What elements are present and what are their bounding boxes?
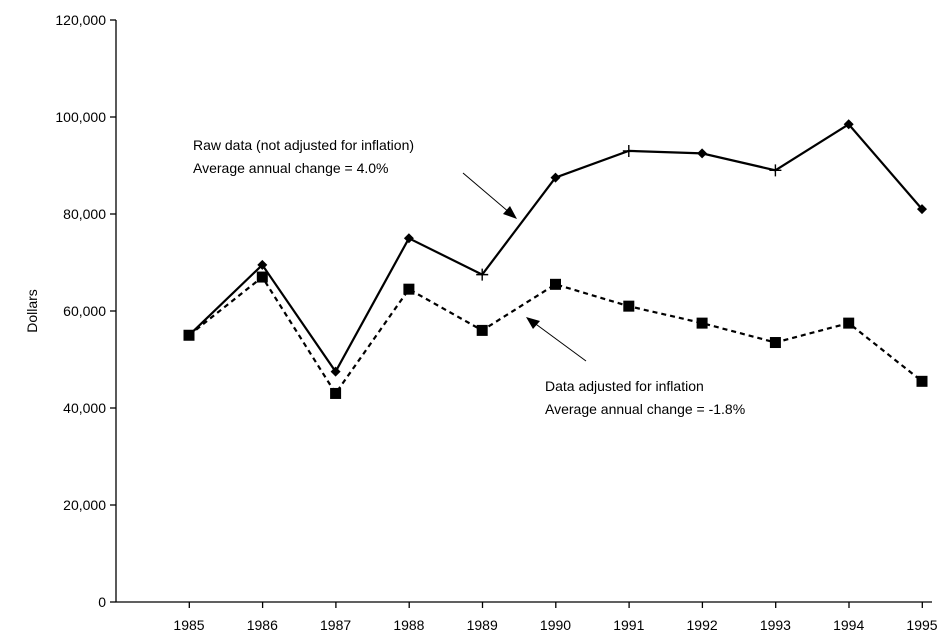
axes: 020,00040,00060,00080,000100,000120,000 … <box>24 12 938 633</box>
raw-data-annotation-line-1: Raw data (not adjusted for inflation) <box>193 137 414 153</box>
y-tick-label: 20,000 <box>63 497 106 513</box>
x-tick-label: 1993 <box>760 617 791 633</box>
x-ticks: 1985 1986 1987 1988 1989 1990 1991 1992 1993 1994… <box>173 602 938 633</box>
y-axis-label: Dollars <box>24 289 40 333</box>
y-tick-label: 120,000 <box>55 12 106 28</box>
data-point-square <box>769 337 781 349</box>
series-1-line <box>188 275 923 396</box>
x-tick-label: 1989 <box>467 617 498 633</box>
adjusted-data-annotation-arrow <box>532 321 587 362</box>
adjusted-data-annotation-line-2: Average annual change = -1.8% <box>545 401 745 417</box>
adjusted-data-annotation-line-1: Data adjusted for inflation <box>545 378 704 394</box>
data-point-diamond <box>403 233 414 244</box>
data-point-square <box>330 387 342 399</box>
data-point-square <box>256 271 268 283</box>
data-point-diamond <box>917 204 927 215</box>
data-point-diamond <box>697 148 708 159</box>
x-tick-label: 1985 <box>173 617 204 633</box>
x-tick-label: 1986 <box>247 617 278 633</box>
y-tick-label: 0 <box>98 594 106 610</box>
x-tick-label: 1995 <box>906 617 937 633</box>
y-tick-label: 60,000 <box>63 303 106 319</box>
x-tick-label: 1988 <box>393 617 424 633</box>
adjusted-data-annotation-arrowhead <box>526 317 540 329</box>
y-tick-label: 80,000 <box>63 206 106 222</box>
series-layer <box>183 119 928 399</box>
raw-data-annotation-arrowhead <box>503 206 517 219</box>
data-point-plus <box>476 268 489 281</box>
series-1 <box>183 271 928 399</box>
data-point-square <box>916 375 928 387</box>
raw-data-annotation-arrow <box>462 172 511 214</box>
annotations: Raw data (not adjusted for inflation) Av… <box>193 137 745 417</box>
data-point-square <box>623 300 635 312</box>
data-point-square <box>550 278 561 290</box>
data-point-diamond <box>257 259 268 270</box>
x-tick-label: 1991 <box>613 617 644 633</box>
data-point-plus <box>622 144 635 157</box>
x-tick-label: 1994 <box>833 617 864 633</box>
x-tick-label: 1987 <box>320 617 351 633</box>
data-point-square <box>183 329 195 341</box>
raw-data-annotation-line-2: Average annual change = 4.0% <box>193 160 389 176</box>
y-tick-label: 100,000 <box>55 109 106 125</box>
data-point-square <box>696 317 708 329</box>
data-point-square <box>403 283 415 295</box>
x-tick-label: 1990 <box>540 617 571 633</box>
data-point-square <box>476 324 488 336</box>
y-tick-label: 40,000 <box>63 400 106 416</box>
data-point-diamond <box>330 366 341 377</box>
data-point-diamond <box>550 172 561 183</box>
x-tick-label: 1992 <box>687 617 718 633</box>
data-point-diamond <box>843 119 854 130</box>
data-point-plus <box>769 164 782 177</box>
y-ticks: 0 20,000 40,000 60,000 80,000 100,000 120,000 <box>55 12 116 610</box>
data-point-square <box>843 317 855 329</box>
